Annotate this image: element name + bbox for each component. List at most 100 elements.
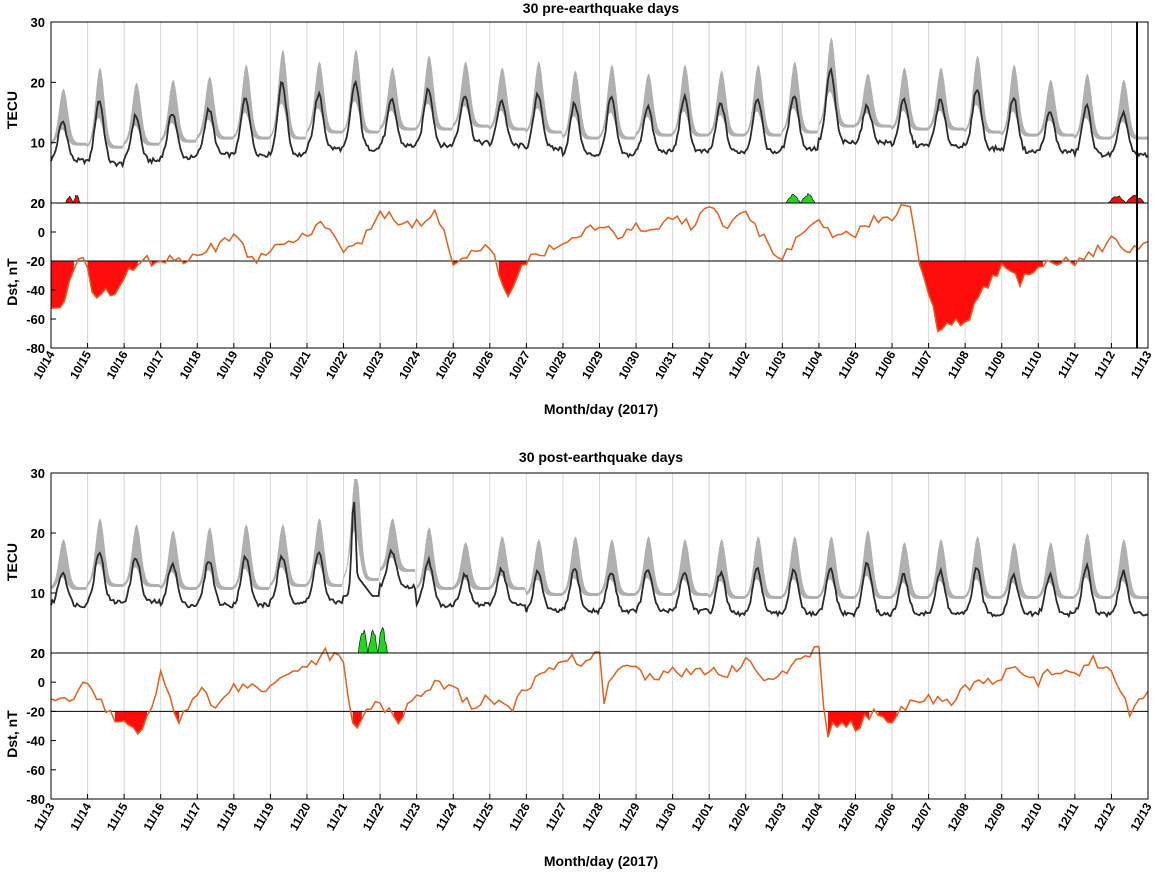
tec-y-tick-label: 30: [31, 466, 45, 481]
x-tick-label: 10/26: [469, 348, 496, 381]
x-tick-label: 12/01: [689, 800, 716, 833]
x-tick-label: 10/20: [250, 348, 277, 381]
x-tick-label: 12/07: [908, 800, 935, 833]
x-tick-label: 11/03: [762, 348, 789, 381]
tec-series-line: [50, 66, 1149, 169]
tec-confidence-band: [51, 479, 1148, 599]
x-tick-label: 11/09: [981, 348, 1008, 381]
dst-y-tick-label: 0: [38, 675, 45, 690]
x-tick-label: 11/18: [214, 800, 241, 833]
x-tick-label: 10/23: [360, 348, 387, 381]
tec-y-tick-label: 0: [38, 196, 45, 211]
tec-negative-anomaly: [65, 194, 81, 204]
x-tick-label: 11/15: [104, 800, 131, 833]
x-tick-label: 11/01: [689, 348, 716, 381]
x-tick-label: 10/31: [652, 348, 679, 381]
x-tick-label: 12/11: [1055, 800, 1082, 833]
x-tick-label: 10/22: [323, 348, 350, 381]
x-tick-label: 11/26: [506, 800, 533, 833]
x-tick-label: 10/24: [396, 348, 423, 381]
dst-y-tick-label: -40: [26, 734, 45, 749]
x-tick-label: 11/28: [579, 800, 606, 833]
x-tick-label: 12/06: [871, 800, 898, 833]
dst-y-tick-label: 20: [31, 646, 45, 661]
x-tick-label: 10/28: [542, 348, 569, 381]
x-tick-label: 12/09: [981, 800, 1008, 833]
x-tick-label: 10/27: [506, 348, 533, 381]
x-tick-label: 11/10: [1018, 348, 1045, 381]
x-tick-label: 10/16: [104, 348, 131, 381]
x-tick-label: 11/04: [799, 348, 826, 381]
dst-series-line: [50, 645, 1149, 738]
x-tick-label: 12/03: [762, 800, 789, 833]
tec-y-tick-label: 10: [31, 586, 45, 601]
x-tick-label: 11/02: [726, 348, 753, 381]
x-tick-label: 10/18: [177, 348, 204, 381]
x-tick-label: 12/04: [798, 800, 825, 833]
tec-y-axis-label: TECU: [4, 543, 20, 581]
x-tick-label: 11/16: [140, 800, 167, 833]
dst-y-tick-label: -60: [26, 763, 45, 778]
x-tick-label: 11/08: [945, 348, 972, 381]
dst-series-line: [50, 203, 1149, 333]
x-tick-label: 10/21: [286, 348, 313, 381]
x-tick-label: 12/10: [1018, 800, 1045, 833]
x-tick-label: 11/14: [67, 800, 94, 833]
tec-series-line: [50, 501, 1149, 619]
tec-y-tick-label: 20: [31, 75, 45, 90]
x-axis-label: Month/day (2017): [544, 401, 658, 417]
x-tick-label: 11/22: [360, 800, 387, 833]
tec-positive-anomaly: [357, 626, 388, 654]
x-tick-label: 11/20: [287, 800, 314, 833]
tec-positive-anomaly: [785, 192, 816, 204]
tec-y-tick-label: 10: [31, 136, 45, 151]
x-tick-label: 11/11: [1055, 348, 1082, 380]
x-tick-label: 12/08: [945, 800, 972, 833]
x-tick-label: 12/12: [1091, 800, 1118, 833]
x-tick-label: 10/19: [213, 348, 240, 381]
x-tick-label: 11/30: [652, 800, 679, 833]
dst-y-tick-label: -20: [26, 704, 45, 719]
x-tick-label: 10/30: [616, 348, 643, 381]
dst-y-tick-label: -80: [26, 792, 45, 807]
x-tick-label: 11/17: [177, 800, 204, 833]
tec-negative-anomaly: [1106, 194, 1145, 204]
dst-y-tick-label: -40: [26, 283, 45, 298]
dst-storm-fill: [51, 261, 1075, 332]
x-tick-label: 12/05: [835, 800, 862, 833]
dst-y-axis-label: Dst, nT: [4, 710, 20, 758]
x-axis-label: Month/day (2017): [544, 853, 658, 869]
x-tick-label: 10/29: [579, 348, 606, 381]
tec-confidence-band: [51, 37, 1148, 149]
tec-y-tick-label: 0: [38, 646, 45, 661]
x-tick-label: 11/27: [543, 800, 570, 833]
x-tick-label: 12/13: [1127, 800, 1154, 833]
x-tick-label: 10/25: [433, 348, 460, 381]
post-earthquake-panel: 30 post-earthquake days Month/day (2017)…: [4, 449, 1155, 869]
x-tick-label: 11/19: [250, 800, 277, 833]
tec-y-axis-label: TECU: [4, 91, 20, 129]
tec-y-tick-label: 20: [31, 526, 45, 541]
tec-y-tick-label: 30: [31, 15, 45, 30]
x-tick-label: 12/02: [725, 800, 752, 833]
x-tick-label: 11/12: [1091, 348, 1118, 381]
pre-earthquake-panel: 30 pre-earthquake days Month/day (2017) …: [4, 0, 1155, 417]
x-tick-label: 10/15: [67, 348, 94, 381]
dst-storm-fill: [105, 711, 1130, 738]
x-tick-label: 11/24: [433, 800, 460, 833]
x-tick-label: 11/06: [872, 348, 899, 381]
dst-y-tick-label: -60: [26, 312, 45, 327]
x-tick-label: 11/23: [396, 800, 423, 833]
x-tick-label: 11/29: [616, 800, 643, 833]
x-tick-label: 11/25: [470, 800, 497, 833]
dst-y-tick-label: -80: [26, 341, 45, 356]
dst-y-axis-label: Dst, nT: [4, 258, 20, 306]
x-tick-label: 11/07: [908, 348, 935, 381]
dst-y-tick-label: -20: [26, 254, 45, 269]
dst-y-tick-label: 20: [31, 196, 45, 211]
chart-title: 30 post-earthquake days: [519, 449, 683, 465]
x-tick-label: 11/13: [1128, 348, 1155, 381]
dst-y-tick-label: 0: [38, 225, 45, 240]
x-tick-label: 11/21: [323, 800, 350, 833]
